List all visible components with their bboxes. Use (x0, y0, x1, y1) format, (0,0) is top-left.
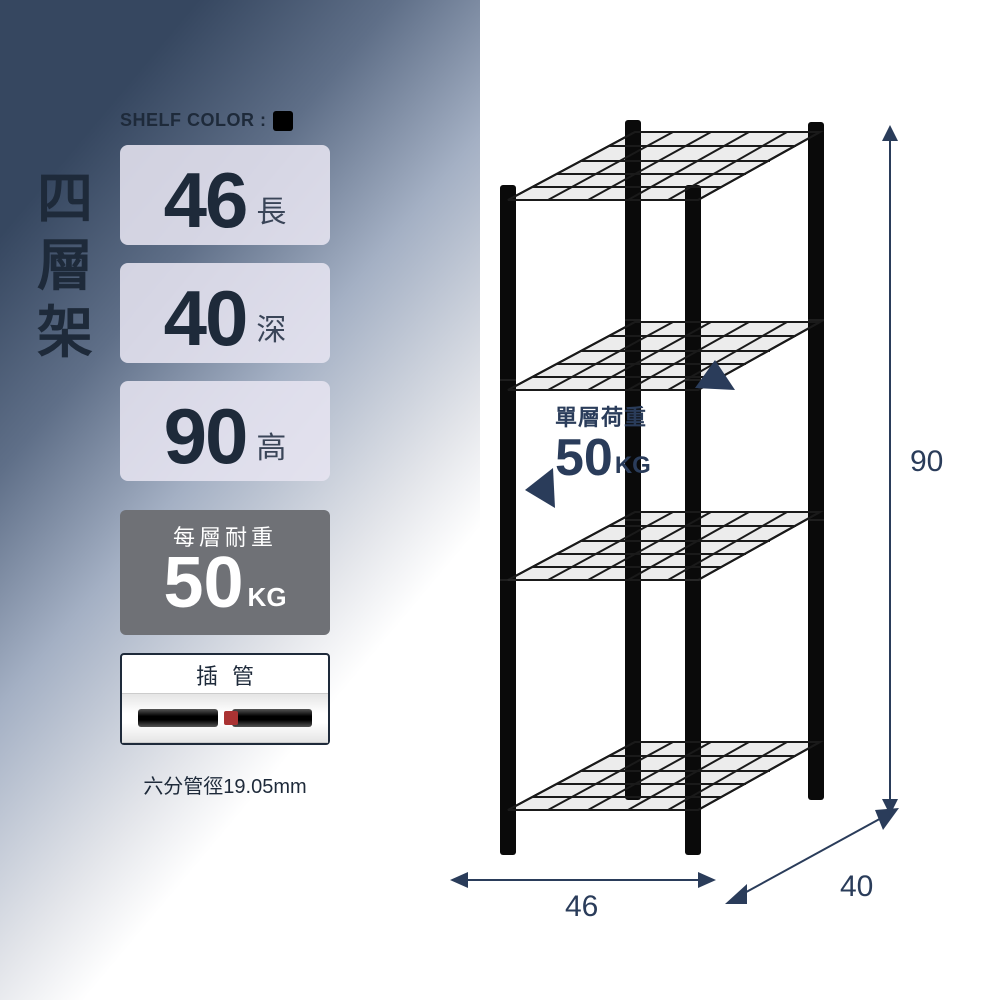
depth-dim-label: 40 (840, 870, 873, 904)
width-dim-value: 46 (565, 890, 598, 923)
height-dim-value: 90 (910, 445, 943, 478)
dimension-height-value: 90 (164, 397, 247, 475)
shelf-color-row: SHELF COLOR : (120, 110, 293, 131)
dimension-depth-value: 40 (164, 279, 247, 357)
height-dim-label: 90 (910, 445, 943, 479)
tube-piece-left (138, 709, 218, 727)
width-dim-label: 46 (565, 890, 598, 924)
tube-piece-right (232, 709, 312, 727)
depth-arrow-icon (725, 800, 905, 920)
height-arrow-icon (870, 125, 910, 815)
title-char-1: 四 (35, 165, 95, 232)
title-char-2: 層 (35, 232, 95, 299)
dimension-depth-box: 40 深 (120, 263, 330, 363)
shelf-color-swatch (273, 111, 293, 131)
callout-title: 單層荷重 (555, 400, 651, 432)
tube-spec: 六分管徑19.05mm (120, 770, 330, 799)
shelf-color-label: SHELF COLOR : (120, 110, 267, 131)
dimension-length-value: 46 (164, 161, 247, 239)
load-capacity-value: 50 (163, 547, 243, 619)
tube-illustration (122, 693, 328, 743)
dimension-depth-label: 深 (256, 305, 286, 349)
dimension-height-label: 高 (256, 423, 286, 467)
dimension-height-box: 90 高 (120, 381, 330, 481)
shelf-load-callout: 單層荷重 50 KG (555, 400, 651, 484)
callout-unit: KG (615, 452, 651, 480)
vertical-title: 四 層 架 (35, 165, 95, 367)
dimension-length-label: 長 (256, 187, 286, 231)
tube-box: 插管 (120, 653, 330, 745)
load-capacity-unit: KG (248, 582, 287, 613)
tube-title: 插管 (122, 655, 328, 693)
depth-dim-value: 40 (840, 870, 873, 903)
load-capacity-box: 每層耐重 50 KG (120, 510, 330, 635)
dimension-length-box: 46 長 (120, 145, 330, 245)
title-char-3: 架 (35, 299, 95, 366)
callout-value: 50 (555, 432, 613, 484)
